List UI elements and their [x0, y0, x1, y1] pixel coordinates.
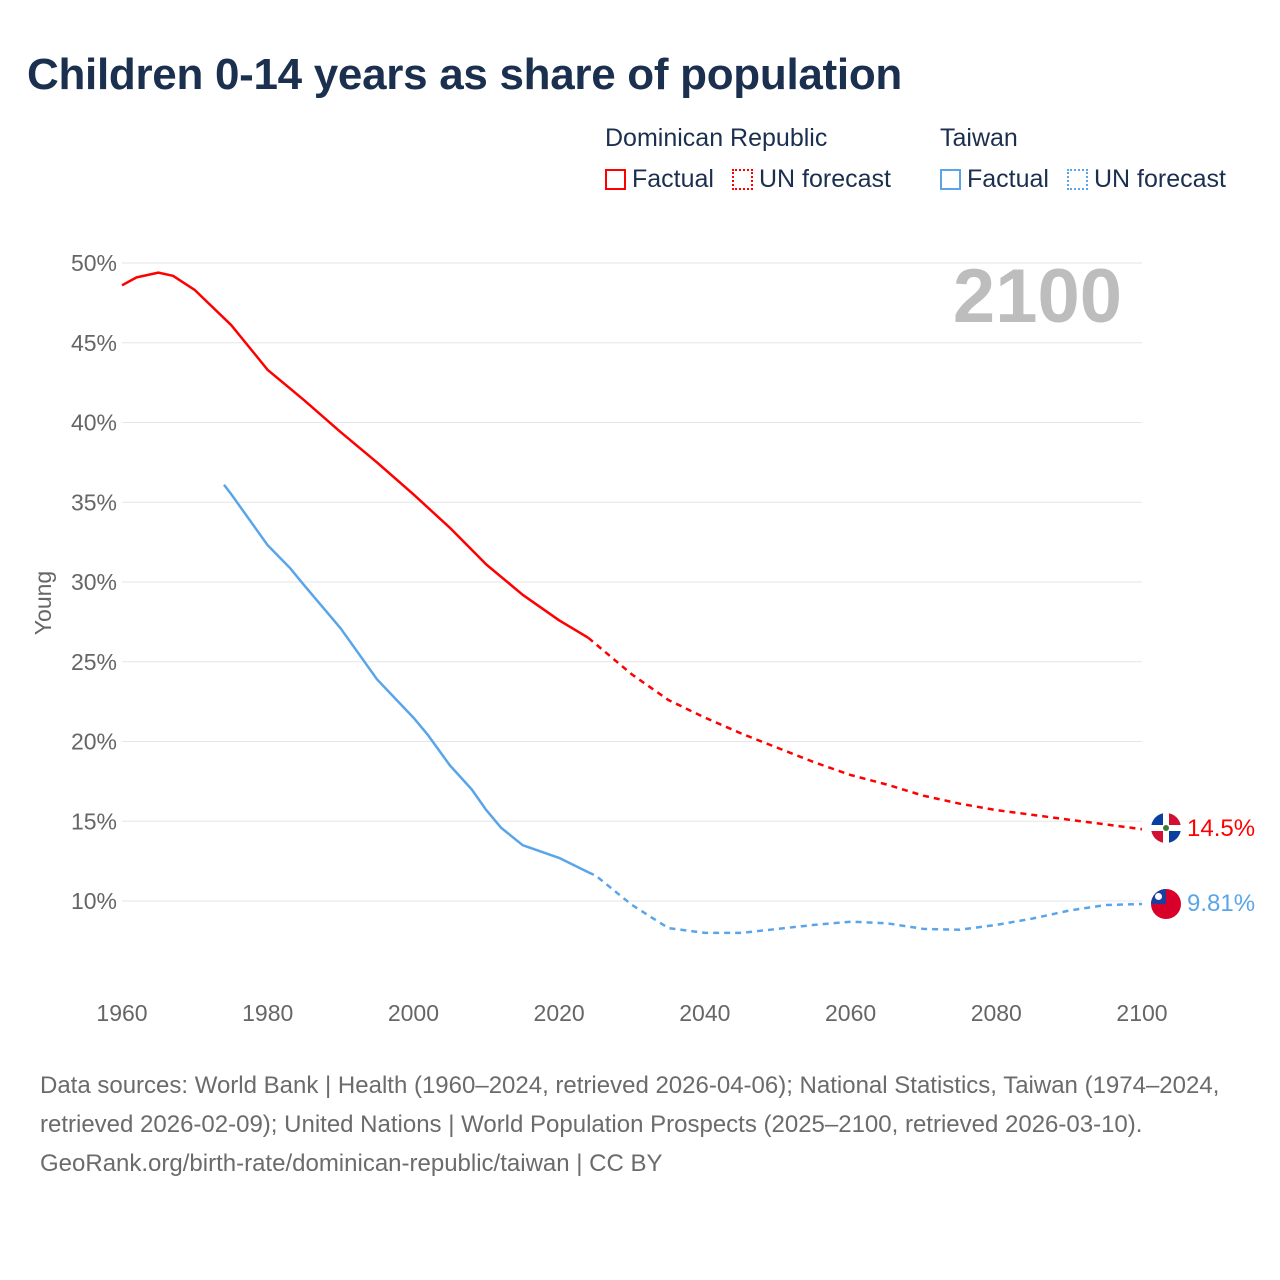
dotted-swatch-icon: [731, 169, 753, 190]
x-tick-label: 2060: [825, 1000, 876, 1026]
legend-item-factual[interactable]: Factual: [940, 165, 1049, 194]
legend-item-factual[interactable]: Factual: [605, 165, 714, 194]
attribution-link[interactable]: GeoRank.org/birth-rate/dominican-republi…: [40, 1150, 663, 1177]
solid-swatch-icon: [940, 169, 961, 190]
series-line-dominican-republic-factual: [121, 271, 589, 639]
y-tick-label: 45%: [71, 330, 117, 356]
legend-label: UN forecast: [1093, 165, 1226, 193]
x-tick-label: 1960: [96, 1000, 147, 1026]
y-tick-label: 25%: [71, 649, 117, 675]
footer: Data sources: World Bank | Health (1960–…: [40, 1066, 1250, 1183]
solid-swatch-icon: [605, 169, 626, 190]
y-tick-label: 20%: [71, 729, 117, 755]
legend-group-title: Dominican Republic: [605, 124, 828, 152]
x-tick-label: 2000: [388, 1000, 439, 1026]
dotted-swatch-icon: [1066, 169, 1088, 190]
legend-label: Factual: [632, 165, 714, 193]
data-sources: Data sources: World Bank | Health (1960–…: [40, 1072, 1220, 1138]
y-tick-label: 30%: [71, 569, 117, 595]
y-axis-label: Young: [30, 571, 56, 635]
y-tick-label: 35%: [71, 489, 117, 515]
legend-label: Factual: [967, 165, 1049, 193]
x-tick-label: 2040: [679, 1000, 730, 1026]
y-tick-label: 10%: [71, 888, 117, 914]
taiwan-flag-icon: [1151, 889, 1181, 919]
chart-title: Children 0-14 years as share of populati…: [27, 50, 902, 99]
series-line-taiwan-forecast: [587, 871, 1143, 935]
y-tick-label: 40%: [71, 410, 117, 436]
dominican-republic-flag-icon: [1151, 813, 1181, 843]
legend-group-title: Taiwan: [940, 124, 1018, 152]
x-tick-label: 2100: [1116, 1000, 1167, 1026]
x-tick-label: 1980: [242, 1000, 293, 1026]
legend-item-forecast[interactable]: UN forecast: [731, 165, 891, 194]
x-tick-label: 2080: [971, 1000, 1022, 1026]
end-label-taiwan: 9.81%: [1187, 890, 1255, 917]
series-line-dominican-republic-forecast: [587, 636, 1143, 831]
y-tick-label: 15%: [71, 808, 117, 834]
legend-item-forecast[interactable]: UN forecast: [1066, 165, 1226, 194]
year-label: 2100: [953, 254, 1122, 339]
x-tick-label: 2020: [534, 1000, 585, 1026]
y-tick-label: 50%: [71, 250, 117, 276]
end-label-dominican-republic: 14.5%: [1187, 815, 1255, 842]
series-line-taiwan-factual: [223, 483, 589, 874]
legend-dominican-republic: Dominican Republic Factual UN forecast: [605, 124, 901, 194]
legend-label: UN forecast: [758, 165, 891, 193]
legend-taiwan: Taiwan Factual UN forecast: [940, 124, 1236, 194]
